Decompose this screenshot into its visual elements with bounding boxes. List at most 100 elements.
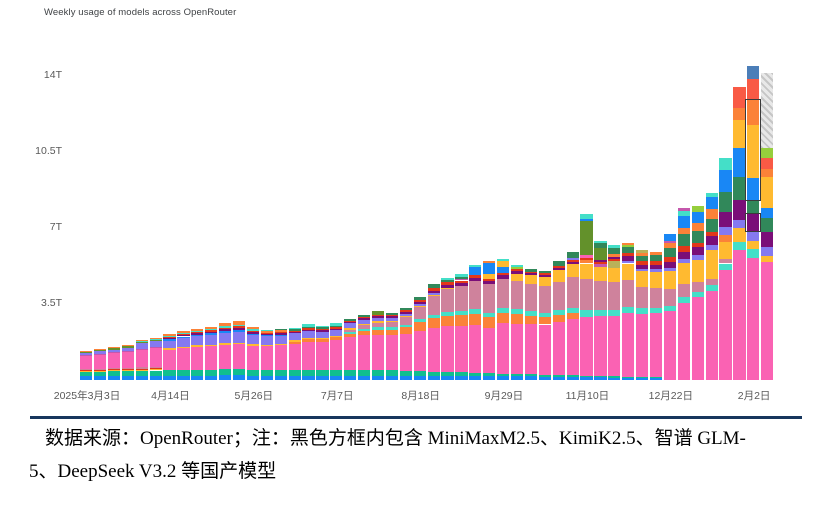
bar-segment-or[interactable] (274, 330, 287, 333)
bar-segment-bl[interactable] (219, 375, 232, 380)
bar-segment-pu[interactable] (552, 267, 565, 270)
bar-segment-bl[interactable] (497, 376, 510, 380)
bar-segment-pe[interactable] (330, 330, 343, 336)
bar-segment-or[interactable] (719, 235, 732, 242)
bar-segment-gr[interactable] (427, 371, 440, 376)
bar-segment-am[interactable] (441, 287, 454, 290)
bar-segment-fo[interactable] (705, 219, 718, 233)
bar-segment-pk[interactable] (302, 341, 315, 370)
bar[interactable] (205, 326, 218, 380)
bar-segment-or[interactable] (427, 318, 440, 329)
bar-segment-rd[interactable] (705, 232, 718, 237)
bar-segment-gr[interactable] (288, 369, 301, 376)
bar-segment-tl[interactable] (427, 314, 440, 319)
bar-segment-gy[interactable] (761, 72, 774, 148)
bar-segment-bl[interactable] (427, 375, 440, 380)
bar-segment-mg[interactable] (107, 352, 121, 354)
bar-segment-gr[interactable] (246, 369, 260, 376)
bar-segment-am[interactable] (566, 264, 579, 278)
bar-segment-bl[interactable] (371, 375, 385, 380)
bar-segment-pk[interactable] (191, 346, 204, 370)
bar[interactable] (745, 66, 762, 380)
bar-segment-pu[interactable] (441, 285, 454, 288)
bar-segment-am[interactable] (121, 369, 134, 372)
bar-segment-bl[interactable] (441, 375, 454, 380)
bar-segment-gr[interactable] (636, 376, 649, 378)
bar-segment-pk[interactable] (552, 321, 565, 375)
bar-segment-am[interactable] (205, 344, 218, 346)
bar-segment-or[interactable] (232, 321, 246, 325)
bar-segment-tl[interactable] (649, 307, 663, 314)
bar-segment-pe[interactable] (177, 338, 190, 347)
bar-segment-pk[interactable] (469, 324, 482, 373)
bar-segment-tl[interactable] (566, 307, 579, 314)
bar-segment-tl[interactable] (608, 244, 621, 248)
bar-segment-or[interactable] (330, 337, 343, 341)
bar-segment-pu[interactable] (483, 280, 496, 285)
bar-segment-bl[interactable] (80, 376, 93, 380)
bar-segment-pe[interactable] (677, 259, 690, 264)
bar-segment-bl[interactable] (316, 375, 329, 380)
bar-segment-tl[interactable] (163, 335, 176, 337)
bar-segment-am[interactable] (274, 343, 287, 346)
bar-segment-bl[interactable] (149, 375, 162, 380)
bar-segment-pu[interactable] (344, 322, 357, 324)
bar-segment-pk[interactable] (594, 316, 607, 377)
bar[interactable] (344, 319, 357, 380)
bar[interactable] (524, 268, 538, 380)
bar-segment-mv[interactable] (636, 286, 649, 309)
bar[interactable] (538, 271, 551, 380)
bar-segment-bl[interactable] (399, 375, 412, 380)
bar-segment-rd[interactable] (622, 252, 635, 256)
bar-segment-tl[interactable] (663, 306, 677, 312)
bar-segment-or[interactable] (358, 330, 371, 336)
bar-segment-pu[interactable] (538, 274, 551, 277)
bar-segment-pk[interactable] (663, 311, 677, 380)
bar-segment-ol[interactable] (594, 247, 607, 260)
bar-segment-tl[interactable] (705, 192, 718, 198)
bar-segment-pe[interactable] (316, 331, 329, 338)
bar-segment-mv[interactable] (552, 282, 565, 311)
bar-segment-gr[interactable] (232, 369, 246, 376)
bar-segment-tl[interactable] (594, 310, 607, 317)
bar-segment-rd[interactable] (663, 256, 677, 262)
bar-segment-gr[interactable] (608, 376, 621, 378)
bar[interactable] (93, 349, 107, 380)
bar-segment-tl[interactable] (510, 309, 524, 314)
bar-segment-mv[interactable] (538, 286, 551, 313)
bar-segment-bl[interactable] (580, 218, 593, 221)
bar-segment-tl[interactable] (413, 319, 426, 323)
bar-segment-gr[interactable] (469, 372, 482, 376)
bar-segment-li[interactable] (622, 245, 635, 248)
bar-segment-pu[interactable] (316, 330, 329, 332)
bar-segment-ol[interactable] (107, 348, 121, 350)
bar-segment-fo[interactable] (733, 177, 746, 201)
bar[interactable] (246, 326, 260, 380)
bar-segment-bl[interactable] (330, 375, 343, 380)
bar-segment-bl[interactable] (497, 267, 510, 273)
bar[interactable] (219, 323, 232, 380)
bar-segment-pe[interactable] (566, 257, 579, 260)
bar-segment-tl[interactable] (691, 291, 704, 298)
bar-segment-pk[interactable] (246, 345, 260, 370)
bar-segment-gr[interactable] (149, 370, 162, 376)
bar-segment-bl[interactable] (636, 378, 649, 380)
bar-segment-fo[interactable] (594, 243, 607, 248)
bar-segment-pk[interactable] (524, 324, 538, 375)
bar-segment-bl[interactable] (761, 207, 774, 218)
bar-segment-mg[interactable] (80, 355, 93, 357)
bar[interactable] (636, 250, 649, 380)
bar-segment-pe[interactable] (260, 336, 273, 345)
bar-segment-bl[interactable] (747, 178, 760, 201)
bar-segment-pu[interactable] (219, 329, 232, 331)
bar-segment-gr[interactable] (121, 371, 134, 377)
bar-segment-bl[interactable] (219, 331, 232, 333)
bar-segment-pe[interactable] (649, 269, 663, 273)
bar-segment-pu[interactable] (649, 264, 663, 270)
bar-segment-mv[interactable] (677, 284, 690, 298)
bar-segment-bl[interactable] (246, 333, 260, 336)
bar-segment-or[interactable] (385, 329, 399, 336)
bar-segment-pk[interactable] (719, 270, 732, 380)
bar-segment-bl[interactable] (205, 375, 218, 380)
bar-segment-pe[interactable] (80, 353, 93, 356)
